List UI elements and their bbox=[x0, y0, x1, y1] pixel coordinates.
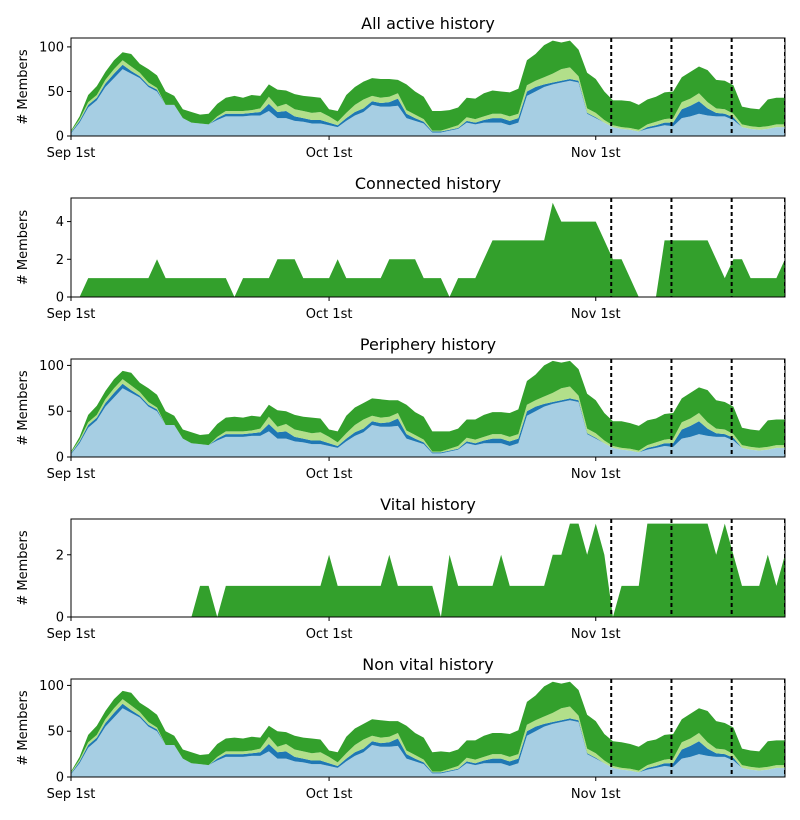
y-axis-label: # Members bbox=[16, 530, 31, 605]
area-series-1 bbox=[71, 69, 785, 136]
plot-area bbox=[71, 519, 785, 617]
x-tick-label: Nov 1st bbox=[571, 787, 621, 802]
x-tick-label: Nov 1st bbox=[571, 146, 621, 161]
y-tick-label: 0 bbox=[56, 291, 64, 306]
plot-area bbox=[71, 38, 785, 136]
area-series-1 bbox=[71, 388, 785, 457]
axes-frame bbox=[70, 197, 786, 298]
area-series-4 bbox=[71, 681, 785, 773]
x-tick-label: Oct 1st bbox=[306, 307, 353, 322]
axes-frame bbox=[70, 678, 786, 778]
area-series-1 bbox=[71, 708, 785, 777]
area-series-4 bbox=[71, 360, 785, 453]
x-tick-label: Oct 1st bbox=[306, 146, 353, 161]
x-tick-label: Sep 1st bbox=[47, 787, 96, 802]
chart-panel-3: 0 50 100 Sep 1st Oct 1st Nov 1st Periphery his… bbox=[16, 335, 786, 482]
y-tick-label: 0 bbox=[56, 771, 64, 786]
y-axis-label: # Members bbox=[16, 370, 31, 445]
chart-panel-4: 0 2 Sep 1st Oct 1st Nov 1st Vital history # Me… bbox=[16, 495, 786, 642]
plot-area bbox=[71, 198, 785, 297]
chart-title: Connected history bbox=[355, 174, 501, 193]
y-tick-label: 100 bbox=[39, 40, 64, 55]
y-tick-label: 50 bbox=[47, 405, 64, 420]
chart-panel-5: 0 50 100 Sep 1st Oct 1st Nov 1st Non vital his… bbox=[16, 655, 786, 802]
x-tick-label: Sep 1st bbox=[47, 307, 96, 322]
chart-panel-1: 0 50 100 Sep 1st Oct 1st Nov 1st All active hi… bbox=[16, 14, 786, 161]
x-tick-label: Sep 1st bbox=[47, 467, 96, 482]
y-tick-label: 100 bbox=[39, 359, 64, 374]
x-tick-label: Nov 1st bbox=[571, 307, 621, 322]
chart-title: Vital history bbox=[380, 495, 476, 514]
y-tick-label: 4 bbox=[56, 215, 64, 230]
axes-frame bbox=[70, 358, 786, 458]
x-tick-label: Sep 1st bbox=[47, 627, 96, 642]
chart-title: Non vital history bbox=[362, 655, 494, 674]
axes-frame bbox=[70, 518, 786, 618]
y-tick-label: 50 bbox=[47, 725, 64, 740]
x-tick-label: Nov 1st bbox=[571, 467, 621, 482]
axes-frame bbox=[70, 37, 786, 137]
plot-area bbox=[71, 359, 785, 457]
y-tick-label: 2 bbox=[56, 548, 64, 563]
plot-area bbox=[71, 679, 785, 777]
y-tick-label: 100 bbox=[39, 679, 64, 694]
x-tick-label: Oct 1st bbox=[306, 787, 353, 802]
area-series-1 bbox=[71, 523, 785, 617]
area-series-4 bbox=[71, 40, 785, 132]
x-tick-label: Oct 1st bbox=[306, 627, 353, 642]
y-axis-label: # Members bbox=[16, 49, 31, 124]
x-tick-label: Oct 1st bbox=[306, 467, 353, 482]
y-tick-label: 0 bbox=[56, 451, 64, 466]
y-axis-label: # Members bbox=[16, 690, 31, 765]
y-axis-label: # Members bbox=[16, 210, 31, 285]
chart-title: All active history bbox=[361, 14, 495, 33]
chart-title: Periphery history bbox=[360, 335, 496, 354]
area-series-1 bbox=[71, 202, 785, 297]
x-tick-label: Sep 1st bbox=[47, 146, 96, 161]
y-tick-label: 0 bbox=[56, 130, 64, 145]
y-tick-label: 50 bbox=[47, 85, 64, 100]
x-tick-label: Nov 1st bbox=[571, 627, 621, 642]
y-tick-label: 2 bbox=[56, 253, 64, 268]
y-tick-label: 0 bbox=[56, 611, 64, 626]
chart-panel-2: 0 2 4 Sep 1st Oct 1st Nov 1st Connected histor… bbox=[16, 174, 786, 322]
